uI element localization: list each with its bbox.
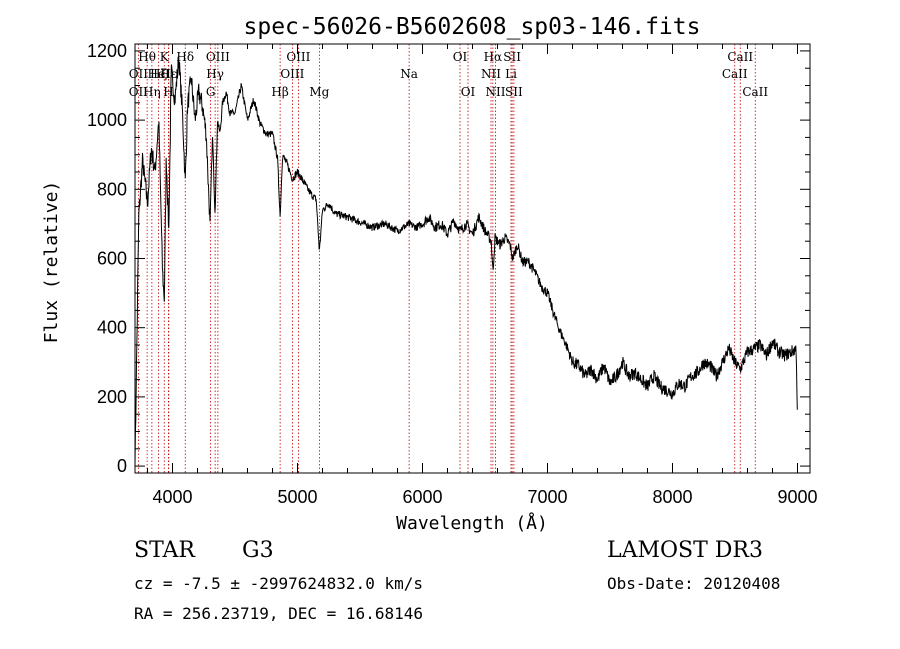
y-tick-label: 600 [97,249,127,269]
y-tick-label: 1000 [87,110,127,130]
marker-label: Hβ [271,85,288,99]
marker-label: OIII [206,50,230,64]
x-tick-label: 4000 [152,487,192,507]
y-tick-label: 1200 [87,41,127,61]
marker-label: Hα [484,50,503,64]
marker-label: Hη [143,85,161,99]
marker-label: SII [503,50,521,64]
y-tick-label: 400 [97,318,127,338]
plot-frame [134,43,811,474]
marker-label: CaII [722,67,748,81]
marker-label: OIII [280,67,304,81]
marker-label: Na [400,67,418,81]
y-tick-label: 200 [97,387,127,407]
y-axis-label: Flux (relative) [41,181,62,344]
marker-label: OI [453,50,468,64]
marker-label: G [206,85,216,99]
marker-label: HeI [147,67,170,81]
marker-label: Hθ [138,50,156,64]
x-tick-label: 9000 [777,487,817,507]
marker-label: OI [461,85,476,99]
x-tick-label: 6000 [402,487,442,507]
survey-name: LAMOST DR3 [607,538,763,563]
marker-label: Li [505,67,517,81]
marker-label: NII [481,67,501,81]
marker-label: OIII [286,50,310,64]
marker-label: OII [129,85,149,99]
flux-series-line [134,56,798,467]
marker-label: NII [486,85,506,99]
redshift-line: cz = -7.5 ± -2997624832.0 km/s [134,574,423,593]
marker-label: Hγ [206,67,224,81]
x-tick-label: 5000 [277,487,317,507]
x-axis-label: Wavelength (Å) [396,512,548,534]
spectral-line-markers: Hθ OII OII K HeI Hη Hζ H Hδ Hε OIII Hγ G OIII OIII Hβ Mg… [129,44,768,473]
obs-date: Obs-Date: 20120408 [607,574,781,593]
object-subclass: G3 [242,538,274,563]
object-class: STAR [134,538,195,563]
y-tick-label: 800 [97,179,127,199]
marker-label: K [160,50,170,64]
marker-label: SII [505,85,523,99]
marker-label: Hζ [150,67,167,81]
marker-label: CaII [727,50,753,64]
marker-label: Mg [309,85,329,99]
marker-label: Hδ [176,50,194,64]
marker-label: Hε [160,67,177,81]
marker-label: H [163,85,173,99]
ra-dec: RA = 256.23719, DEC = 16.68146 [134,604,423,623]
y-tick-label: 0 [117,456,127,476]
x-tick-label: 7000 [527,487,567,507]
chart-title: spec-56026-B5602608_sp03-146.fits [244,14,701,40]
marker-label: OII [129,67,149,81]
marker-label: CaII [742,85,768,99]
x-tick-label: 8000 [652,487,692,507]
